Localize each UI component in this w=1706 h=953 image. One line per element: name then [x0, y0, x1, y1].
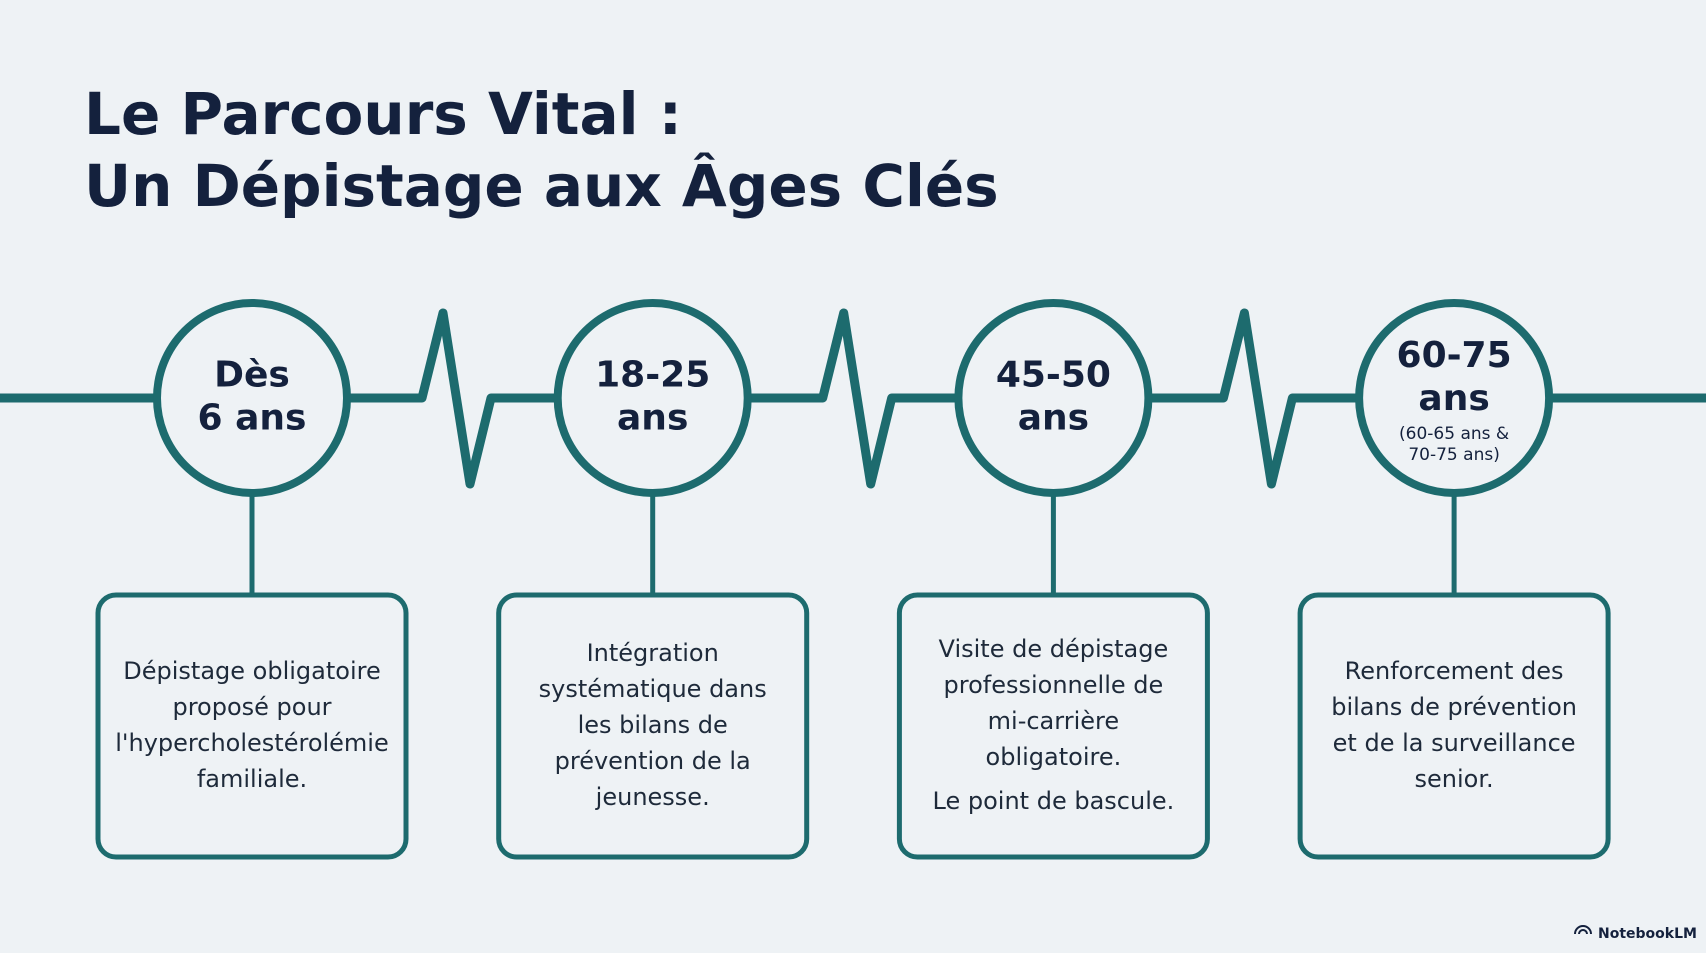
- stage-description: bilans de prévention: [1331, 693, 1577, 721]
- stage-label: 18-25: [595, 355, 710, 396]
- stage-box: [496, 592, 810, 860]
- heartbeat-line: [0, 308, 1706, 489]
- stage-description: senior.: [1415, 765, 1494, 793]
- stage-circle: [1355, 299, 1554, 497]
- stage-label: ans: [1418, 378, 1489, 419]
- stage-description: proposé pour: [172, 693, 331, 721]
- stage-label: ans: [1018, 398, 1089, 439]
- stage-box: [1297, 592, 1611, 860]
- stage-description: Visite de dépistage: [939, 635, 1169, 663]
- stage-description: jeunesse.: [595, 783, 710, 811]
- title-line: Un Dépistage aux Âges Clés: [84, 151, 999, 220]
- stage-circle: [153, 299, 351, 497]
- stage-description: Le point de bascule.: [933, 787, 1175, 815]
- stage-sublabel: 70-75 ans): [1408, 445, 1499, 465]
- stage-description: les bilans de: [578, 711, 728, 739]
- stage-circle: [954, 299, 1153, 497]
- stage-description: mi-carrière: [988, 707, 1119, 735]
- stage-circle: [553, 299, 752, 497]
- stage-description: l'hypercholestérolémie: [115, 729, 389, 757]
- brand: NotebookLM: [1598, 926, 1697, 942]
- title-line: Le Parcours Vital :: [84, 80, 682, 148]
- stage-description: Intégration: [587, 639, 719, 667]
- stage-description: Renforcement des: [1345, 657, 1564, 685]
- stage-sublabel: (60-65 ans &: [1399, 424, 1509, 444]
- stage-description: systématique dans: [539, 675, 767, 703]
- stage-label: 45-50: [996, 355, 1111, 396]
- stage-label: 6 ans: [198, 398, 307, 439]
- brand-icon: [1574, 925, 1592, 935]
- stage-label: ans: [617, 398, 688, 439]
- stage-description: et de la surveillance: [1333, 729, 1576, 757]
- stage-label: Dès: [214, 355, 290, 396]
- stage-description: Dépistage obligatoire: [123, 657, 380, 685]
- stage-label: 60-75: [1397, 335, 1512, 376]
- stage-description: professionnelle de: [944, 671, 1164, 699]
- stage-description: familiale.: [197, 765, 307, 793]
- stage-description: obligatoire.: [986, 743, 1122, 771]
- stage-box: [95, 592, 409, 860]
- stage-box: [896, 592, 1210, 860]
- stage-description: prévention de la: [555, 747, 751, 775]
